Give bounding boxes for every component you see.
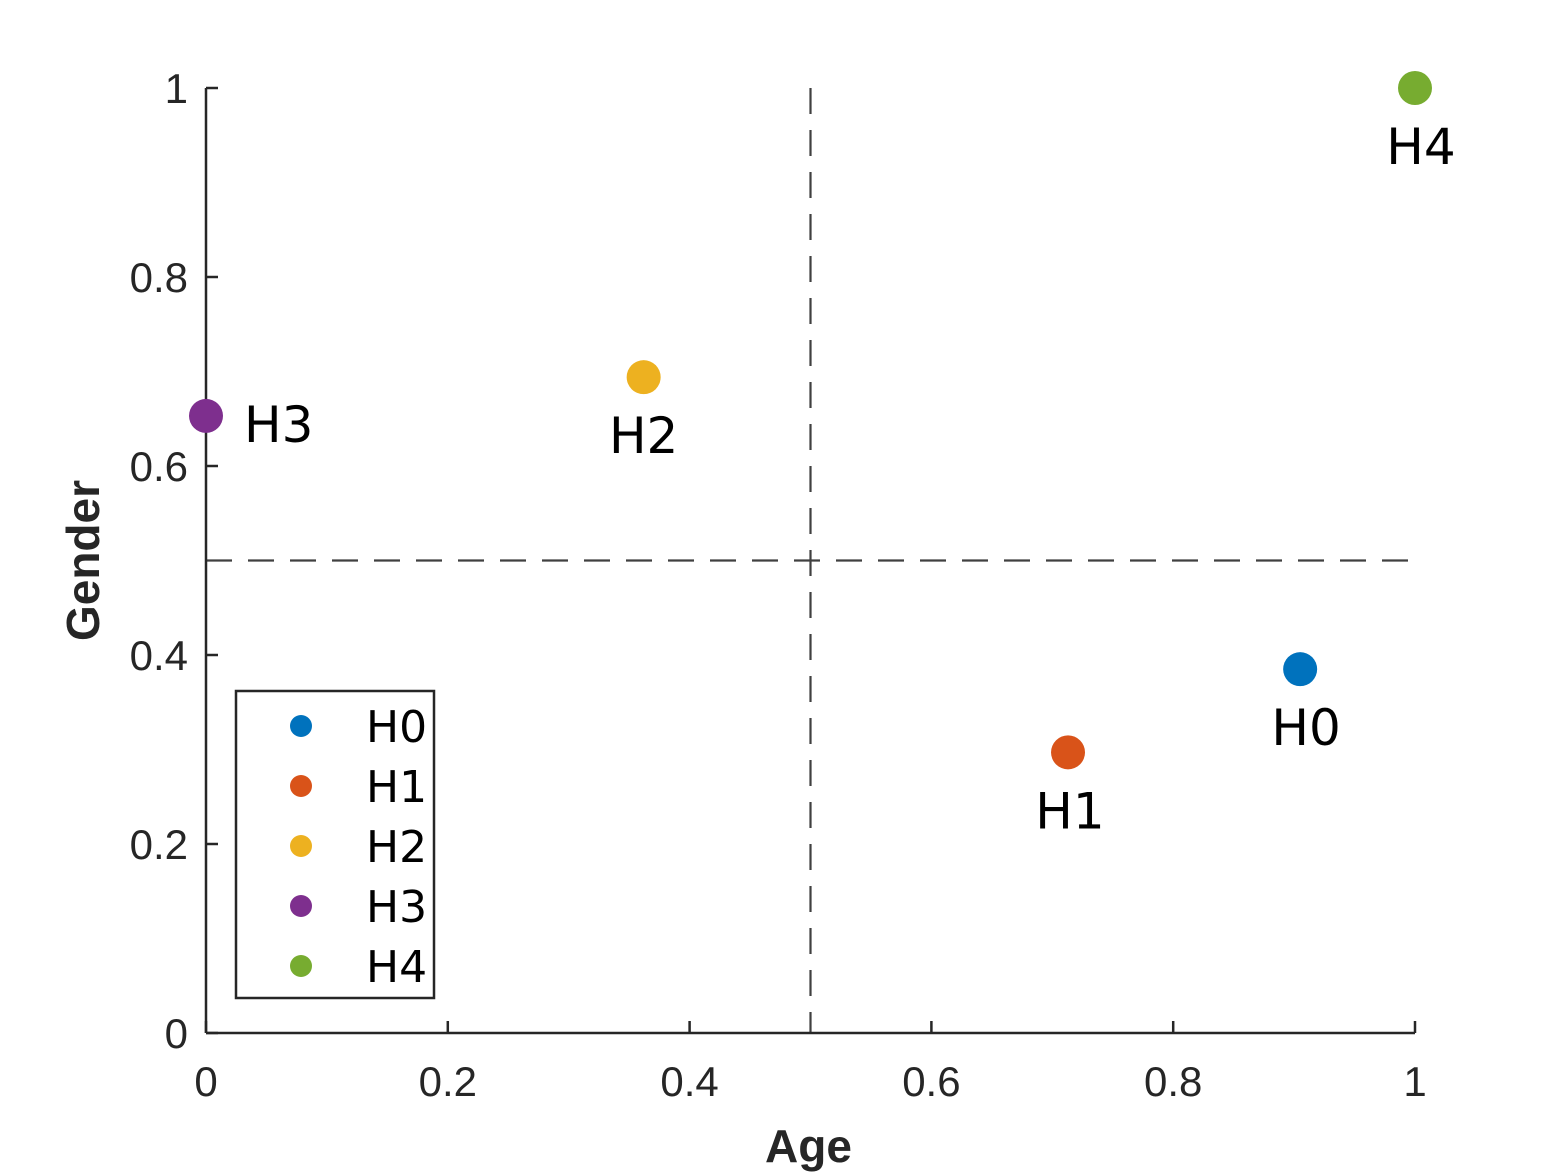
legend-marker-h1: [290, 775, 312, 797]
y-tick-label: 0: [165, 1010, 188, 1057]
x-axis-title: Age: [765, 1120, 852, 1172]
legend-label-h1: H1: [366, 762, 427, 813]
axes: [204, 88, 1415, 1035]
reference-lines: [206, 88, 1415, 1033]
y-tick-label: 0.2: [130, 821, 188, 868]
y-tick-label: 0.6: [130, 443, 188, 490]
y-ticks: 0 0.2 0.4 0.6 0.8 1: [130, 65, 218, 1057]
legend-label-h0: H0: [366, 702, 427, 753]
y-tick-label: 1: [165, 65, 188, 112]
point-group-h0: H0: [1271, 652, 1341, 757]
data-point-h2: [626, 360, 661, 395]
legend-label-h2: H2: [366, 822, 427, 873]
data-point-h4: [1398, 71, 1432, 105]
y-axis-title: Gender: [57, 480, 109, 641]
x-tick-label: 0.4: [660, 1058, 718, 1105]
legend-marker-h3: [290, 895, 312, 917]
point-group-h1: H1: [1035, 735, 1105, 840]
x-tick-label: 0.8: [1144, 1058, 1202, 1105]
point-group-h4: H4: [1386, 71, 1456, 176]
data-label-h1: H1: [1035, 782, 1104, 840]
y-tick-label: 0.8: [130, 254, 188, 301]
legend-entry-h1: H1: [290, 762, 427, 813]
legend: H0 H1 H2 H3 H4: [234, 689, 436, 1000]
data-point-h0: [1283, 652, 1318, 687]
data-points: H0 H1 H2 H3 H4: [189, 71, 1456, 840]
point-group-h3: H3: [189, 396, 313, 454]
legend-box: [234, 689, 436, 1000]
data-label-h2: H2: [609, 407, 678, 465]
legend-entry-h0: H0: [290, 702, 427, 753]
x-tick-label: 0: [194, 1058, 217, 1105]
legend-entry-h3: H3: [290, 882, 427, 933]
x-ticks: 0 0.2 0.4 0.6 0.8 1: [194, 1021, 1427, 1105]
x-tick-label: 0.2: [419, 1058, 477, 1105]
legend-label-h3: H3: [366, 882, 427, 933]
data-point-h3: [189, 398, 223, 433]
x-tick-label: 1: [1403, 1058, 1426, 1105]
point-group-h2: H2: [609, 360, 678, 465]
data-label-h0: H0: [1271, 699, 1340, 757]
data-label-h4: H4: [1386, 118, 1455, 176]
legend-label-h4: H4: [366, 942, 427, 993]
legend-entry-h4: H4: [290, 942, 427, 993]
data-label-h3: H3: [244, 396, 313, 454]
y-tick-label: 0.4: [130, 632, 188, 679]
x-tick-label: 0.6: [902, 1058, 960, 1105]
legend-marker-h0: [290, 715, 312, 737]
legend-entry-h2: H2: [290, 822, 427, 873]
legend-marker-h4: [290, 955, 312, 977]
data-point-h1: [1051, 735, 1086, 770]
legend-marker-h2: [290, 835, 312, 857]
